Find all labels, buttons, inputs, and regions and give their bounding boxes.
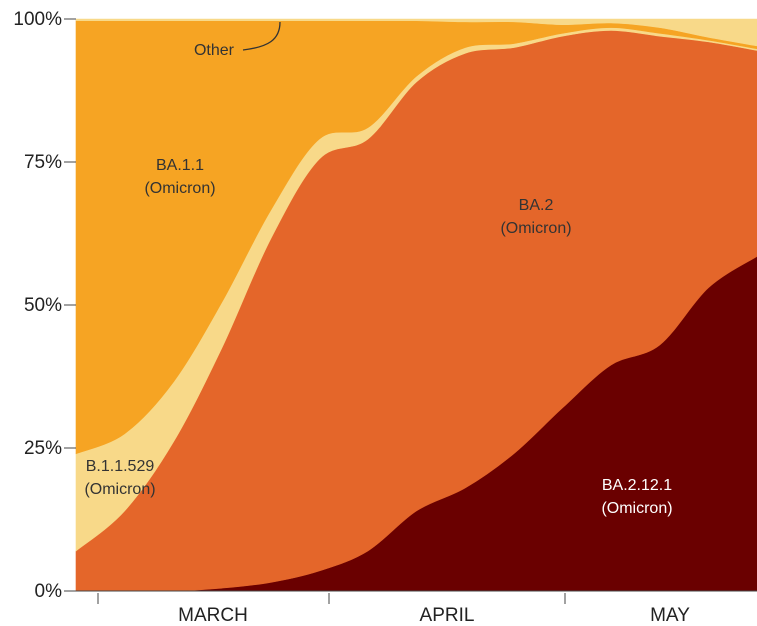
- y-tick-label: 75%: [24, 152, 62, 173]
- series-label-ba2-line2: (Omicron): [500, 220, 571, 237]
- x-tick-label: MARCH: [178, 605, 248, 626]
- axes: 0% 25% 50% 75% 100% MARCH APRIL MAY: [13, 9, 757, 626]
- other-callout-line: [242, 21, 281, 51]
- series-label-other: Other: [194, 21, 281, 59]
- series-label-ba11-line1: BA.1.1: [156, 157, 204, 174]
- series-label-ba11-line2: (Omicron): [144, 180, 215, 197]
- series-label-ba11: BA.1.1 (Omicron): [144, 157, 215, 197]
- y-tick-label: 100%: [13, 9, 62, 30]
- series-label-b11529-line2: (Omicron): [84, 481, 155, 498]
- series-label-ba2121-line1: BA.2.12.1: [602, 477, 672, 494]
- y-tick-label: 0%: [35, 581, 63, 602]
- series-label-ba2121: BA.2.12.1 (Omicron): [601, 477, 672, 517]
- series-label-b11529-line1: B.1.1.529: [86, 458, 155, 475]
- x-tick-label: APRIL: [420, 605, 475, 626]
- series-label-ba2: BA.2 (Omicron): [500, 197, 571, 237]
- series-label-ba2121-line2: (Omicron): [601, 500, 672, 517]
- area-other: [75, 18, 757, 47]
- series-label-other-text: Other: [194, 42, 235, 59]
- x-tick-label: MAY: [650, 605, 690, 626]
- y-tick-label: 25%: [24, 438, 62, 459]
- series-label-ba2-line1: BA.2: [519, 197, 554, 214]
- series-label-b11529: B.1.1.529 (Omicron): [84, 458, 155, 498]
- y-tick-label: 50%: [24, 295, 62, 316]
